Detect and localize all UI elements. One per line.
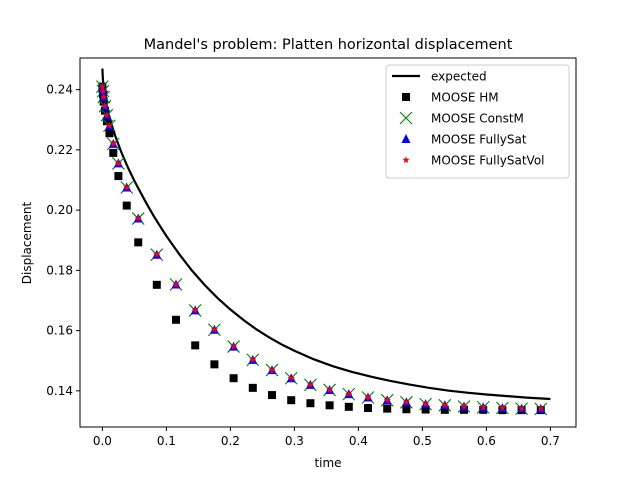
data-point bbox=[134, 214, 142, 222]
data-point bbox=[268, 391, 276, 400]
legend-box bbox=[385, 64, 570, 179]
data-point bbox=[421, 400, 430, 408]
data-point bbox=[537, 405, 545, 412]
data-point bbox=[344, 402, 353, 411]
data-point bbox=[102, 117, 111, 126]
data-point bbox=[103, 111, 111, 119]
data-point bbox=[517, 404, 526, 412]
legend-entry: expected bbox=[392, 70, 487, 84]
data-point bbox=[364, 404, 372, 413]
x-tick-label: 0.7 bbox=[541, 434, 560, 448]
data-point bbox=[172, 280, 180, 288]
chart-title: Mandel's problem: Platten horizontal dis… bbox=[144, 37, 513, 53]
data-point bbox=[123, 183, 131, 191]
y-tick-label: 0.16 bbox=[46, 324, 73, 338]
x-axis-label: time bbox=[314, 456, 341, 470]
data-point bbox=[402, 405, 411, 414]
x-tick-label: 0.5 bbox=[413, 434, 432, 448]
legend-label: expected bbox=[431, 70, 487, 84]
y-tick-label: 0.14 bbox=[46, 384, 73, 398]
legend: expected MOOSE HM MOOSE ConstM MOOSE FullyS… bbox=[385, 64, 570, 179]
x-tick-label: 0.4 bbox=[349, 434, 368, 448]
data-point bbox=[325, 386, 334, 394]
data-point bbox=[100, 93, 108, 101]
data-point bbox=[287, 374, 295, 382]
data-point bbox=[100, 106, 109, 115]
data-point bbox=[109, 140, 117, 147]
data-point bbox=[210, 325, 219, 333]
data-point bbox=[105, 129, 114, 138]
x-tick-label: 0.1 bbox=[157, 434, 176, 448]
legend-label: MOOSE FullySatVol bbox=[431, 154, 545, 168]
legend-entry: MOOSE FullySatVol bbox=[402, 154, 545, 168]
data-point bbox=[498, 404, 507, 412]
legend-marker-swatch bbox=[399, 111, 413, 125]
data-point bbox=[383, 396, 391, 404]
data-point bbox=[105, 121, 114, 129]
legend-label: MOOSE HM bbox=[431, 91, 499, 105]
data-point bbox=[248, 383, 257, 392]
plot-area bbox=[96, 68, 551, 416]
data-point bbox=[191, 341, 200, 350]
data-point bbox=[122, 201, 131, 210]
data-point bbox=[210, 360, 219, 369]
y-tick-label: 0.18 bbox=[46, 263, 73, 277]
data-point bbox=[345, 390, 353, 398]
x-tick-label: 0.0 bbox=[93, 434, 112, 448]
data-point bbox=[109, 148, 118, 157]
data-point bbox=[249, 356, 257, 363]
legend-label: MOOSE FullySat bbox=[431, 133, 527, 147]
data-point bbox=[364, 393, 372, 401]
data-point bbox=[114, 172, 123, 181]
data-point bbox=[172, 315, 180, 324]
data-point bbox=[306, 399, 315, 408]
data-point bbox=[287, 396, 296, 405]
data-point bbox=[383, 404, 392, 413]
legend-marker-swatch bbox=[402, 156, 410, 164]
data-point bbox=[229, 342, 238, 350]
y-axis-label: Displacement bbox=[20, 201, 34, 284]
x-tick-label: 0.2 bbox=[221, 434, 240, 448]
legend-entry: MOOSE ConstM bbox=[399, 111, 524, 126]
data-point bbox=[191, 306, 199, 314]
data-point bbox=[99, 87, 107, 95]
legend-marker-swatch bbox=[401, 134, 411, 143]
data-point bbox=[99, 97, 108, 106]
y-axis: 0.14 0.16 0.18 0.20 0.22 0.24 bbox=[46, 83, 80, 398]
data-point bbox=[114, 159, 123, 167]
data-point bbox=[479, 403, 487, 411]
data-point bbox=[153, 250, 161, 258]
data-point bbox=[134, 238, 143, 247]
data-point bbox=[325, 401, 334, 410]
y-tick-label: 0.22 bbox=[46, 143, 73, 157]
data-point bbox=[440, 405, 449, 414]
data-point bbox=[229, 374, 238, 383]
legend-entry: MOOSE HM bbox=[402, 91, 499, 105]
data-point bbox=[152, 280, 161, 289]
data-point bbox=[441, 401, 449, 409]
data-point bbox=[421, 405, 430, 414]
x-tick-label: 0.6 bbox=[477, 434, 496, 448]
data-point bbox=[98, 82, 107, 90]
legend-label: MOOSE ConstM bbox=[431, 112, 524, 126]
data-point bbox=[268, 366, 276, 374]
data-point bbox=[460, 402, 468, 410]
series-4 bbox=[98, 82, 545, 412]
x-tick-label: 0.3 bbox=[285, 434, 304, 448]
data-point bbox=[402, 398, 411, 406]
legend-entry: MOOSE FullySat bbox=[401, 133, 527, 147]
legend-marker-swatch bbox=[402, 93, 410, 101]
axes-frame bbox=[79, 57, 577, 428]
data-point bbox=[101, 102, 109, 110]
y-tick-label: 0.20 bbox=[46, 203, 73, 217]
y-tick-label: 0.24 bbox=[46, 83, 73, 97]
data-point bbox=[306, 381, 315, 388]
x-axis: 0.0 0.1 0.2 0.3 0.4 0.5 0.6 0.7 bbox=[93, 427, 560, 448]
